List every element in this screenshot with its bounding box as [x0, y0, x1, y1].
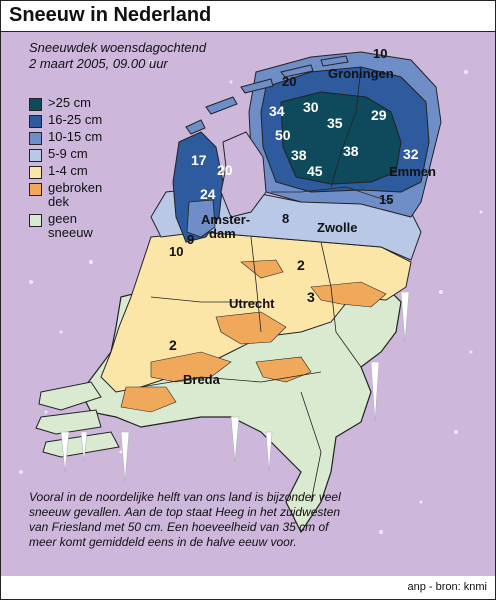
depth-label: 24 [200, 186, 216, 202]
depth-label: 15 [379, 192, 393, 207]
legend-label: 1-4 cm [48, 163, 88, 178]
depth-label: 34 [269, 103, 285, 119]
depth-label: 50 [275, 127, 291, 143]
legend-label: 16-25 cm [48, 112, 103, 127]
zeeland-islands [35, 381, 120, 458]
map-subtitle: Sneeuwdek woensdagochtend 2 maart 2005, … [29, 40, 206, 72]
legend-item: 10-15 cm [29, 130, 118, 147]
city-groningen: Groningen [328, 66, 394, 81]
ijsselmeer [220, 131, 267, 218]
depth-label: 29 [371, 107, 387, 123]
depth-label: 20 [217, 162, 233, 178]
depth-label: 32 [403, 146, 419, 162]
depth-label: 30 [303, 99, 319, 115]
city-zwolle: Zwolle [317, 220, 357, 235]
depth-label: 20 [282, 74, 296, 89]
region-over-25cm [280, 91, 402, 185]
map-svg: Groningen Emmen Zwolle Amster- dam Utrec… [19, 46, 483, 534]
snowflakes [19, 60, 483, 534]
legend-label: 10-15 cm [48, 129, 103, 144]
region-noord-holland-light [186, 199, 216, 238]
footer: anp - bron: knmi [1, 576, 495, 599]
depth-label: 38 [343, 143, 359, 159]
depth-labels: 10 20 34 30 35 29 50 38 38 32 45 15 17 2… [169, 46, 419, 353]
title-bar: Sneeuw in Nederland [1, 1, 495, 32]
depth-label: 2 [169, 337, 177, 353]
city-amsterdam-1: Amster- [201, 212, 250, 227]
page-title: Sneeuw in Nederland [9, 4, 212, 26]
region-gebroken-dek [120, 259, 387, 413]
depth-label: 10 [373, 46, 387, 61]
subtitle-line-1: Sneeuwdek woensdagochtend [29, 40, 207, 55]
legend-swatch [29, 132, 42, 145]
map-area: Groningen Emmen Zwolle Amster- dam Utrec… [1, 32, 495, 576]
legend-swatch [29, 183, 42, 196]
legend: >25 cm 16-25 cm 10-15 cm 5-9 cm 1-4 cm g… [29, 96, 118, 243]
legend-swatch [29, 98, 42, 111]
legend-swatch [29, 166, 42, 179]
city-emmen: Emmen [389, 164, 436, 179]
legend-item: gebroken dek [29, 181, 118, 212]
legend-item: 5-9 cm [29, 147, 118, 164]
caption: Vooral in de noordelijke helft van ons l… [29, 490, 341, 549]
depth-label: 3 [307, 289, 315, 305]
depth-label: 38 [291, 147, 307, 163]
legend-label: >25 cm [48, 95, 91, 110]
subtitle-line-2: 2 maart 2005, 09.00 uur [29, 56, 168, 71]
legend-swatch [29, 149, 42, 162]
city-amsterdam-2: dam [209, 226, 236, 241]
legend-label: geen sneeuw [48, 211, 93, 240]
depth-label: 45 [307, 163, 323, 179]
legend-swatch [29, 115, 42, 128]
city-breda: Breda [183, 372, 221, 387]
legend-label: 5-9 cm [48, 146, 88, 161]
depth-label: 9 [187, 232, 194, 247]
depth-label: 2 [297, 257, 305, 273]
source-credit: anp - bron: knmi [407, 581, 487, 593]
city-utrecht: Utrecht [229, 296, 275, 311]
legend-item: 1-4 cm [29, 164, 118, 181]
wadden-islands [185, 55, 349, 135]
depth-label: 8 [282, 211, 289, 226]
depth-label: 17 [191, 152, 207, 168]
depth-label: 35 [327, 115, 343, 131]
depth-label: 10 [169, 244, 183, 259]
legend-swatch [29, 214, 42, 227]
legend-label: gebroken dek [48, 180, 103, 209]
icicles [60, 291, 410, 483]
legend-item: geen sneeuw [29, 212, 118, 243]
province-borders [140, 66, 392, 503]
legend-item: >25 cm [29, 96, 118, 113]
legend-item: 16-25 cm [29, 113, 118, 130]
